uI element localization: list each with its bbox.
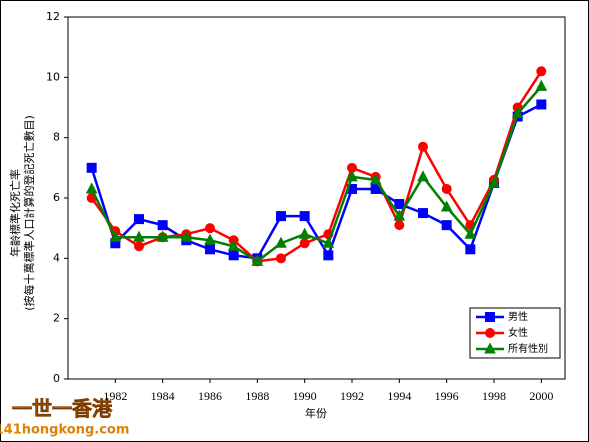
point — [511, 106, 524, 119]
x-tick-label: 1992 — [340, 389, 364, 403]
point — [323, 250, 334, 261]
point — [275, 236, 287, 248]
point — [109, 230, 122, 242]
series-line — [90, 85, 543, 263]
point — [535, 79, 548, 91]
point — [322, 236, 335, 248]
point — [394, 220, 405, 231]
x-axis-label: 年份 — [305, 406, 327, 420]
legend-label: 所有性別 — [508, 342, 548, 355]
point — [85, 182, 98, 194]
x-tick-label: 1998 — [482, 389, 506, 403]
watermark: 一世一香港 — [12, 397, 113, 421]
point — [134, 214, 144, 225]
legend-label: 男性 — [508, 310, 528, 323]
point — [299, 211, 310, 222]
point — [536, 99, 547, 110]
point — [205, 244, 215, 255]
point — [369, 173, 382, 185]
y-tick-label: 0 — [53, 372, 60, 385]
point — [299, 238, 310, 249]
point — [204, 233, 216, 245]
y-tick-label: 6 — [53, 191, 60, 204]
point — [298, 227, 311, 239]
y-tick-label: 4 — [53, 251, 60, 264]
x-tick-label: 1994 — [387, 389, 411, 403]
point — [205, 223, 215, 234]
point — [228, 250, 239, 261]
point — [464, 227, 477, 239]
point — [156, 230, 169, 242]
point — [440, 200, 453, 212]
x-tick-label: 2000 — [529, 389, 553, 403]
point — [276, 211, 286, 222]
point — [86, 162, 97, 173]
watermark: 141hongkong.com — [0, 423, 129, 438]
point — [180, 230, 193, 242]
point — [393, 209, 406, 221]
point — [441, 183, 452, 194]
y-tick-label: 12 — [46, 10, 60, 23]
y-tick-label: 10 — [46, 70, 60, 83]
point — [484, 342, 496, 354]
x-tick-label: 1988 — [245, 389, 269, 403]
point — [417, 170, 429, 182]
point — [485, 312, 495, 322]
y-axis-label: (按每十萬標準人口計算的登記死亡數目) — [22, 115, 36, 311]
x-tick-label: 1990 — [293, 389, 317, 403]
point — [536, 66, 547, 77]
y-tick-label: 2 — [53, 312, 60, 325]
point — [276, 253, 286, 264]
point — [251, 254, 264, 266]
point — [441, 220, 452, 231]
y-axis-label: 年齡標準化死亡率 — [8, 169, 22, 257]
point — [133, 230, 145, 242]
y-tick-label: 8 — [53, 131, 60, 144]
point — [394, 199, 405, 210]
point — [465, 244, 476, 255]
x-tick-label: 1996 — [435, 389, 459, 403]
point — [418, 141, 428, 152]
x-tick-label: 1984 — [151, 389, 175, 403]
x-tick-label: 1986 — [198, 389, 222, 403]
point — [157, 220, 168, 231]
x-tick-label: 1982 — [103, 389, 127, 403]
legend-label: 女性 — [508, 326, 528, 339]
point — [346, 170, 358, 182]
point — [227, 239, 240, 251]
point — [485, 328, 495, 338]
point — [134, 241, 144, 252]
point — [418, 208, 428, 219]
point — [488, 176, 500, 188]
